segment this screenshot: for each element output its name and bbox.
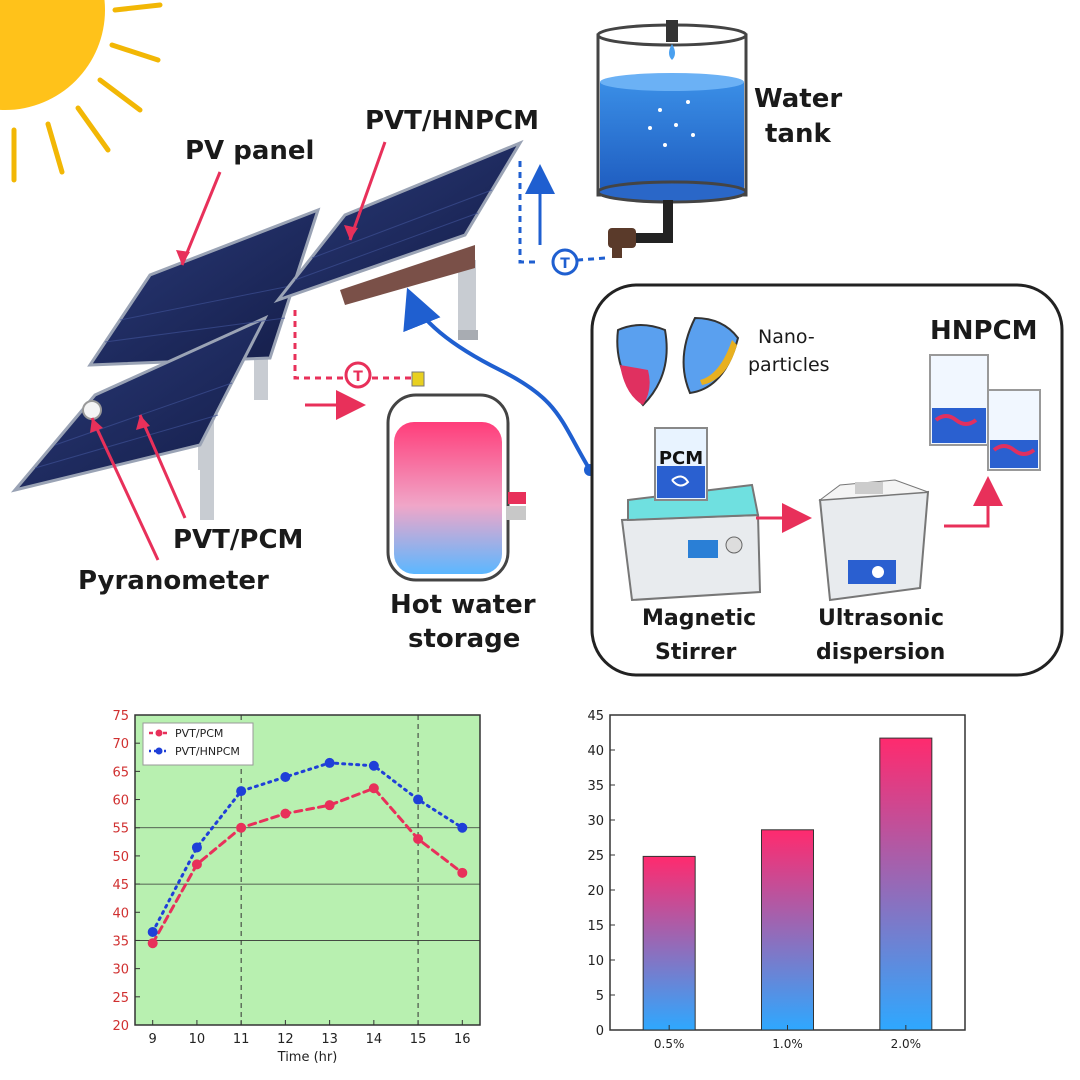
y-tick-label: 75 bbox=[112, 709, 129, 724]
data-point bbox=[324, 800, 335, 811]
data-point bbox=[191, 859, 202, 870]
svg-text:PCM: PCM bbox=[659, 448, 703, 469]
hot-water-line bbox=[293, 310, 345, 380]
x-tick-label: 0.5% bbox=[654, 1037, 685, 1051]
label-pointers bbox=[90, 141, 387, 561]
data-point bbox=[236, 786, 247, 797]
y-tick-label: 35 bbox=[112, 934, 129, 949]
y-tick-label: 55 bbox=[112, 822, 129, 837]
x-axis-label: Time (hr) bbox=[277, 1050, 338, 1065]
y-tick-label: 20 bbox=[112, 1019, 129, 1034]
temperature-line-chart: 20 25 30 35 40 45 50 55 60 65 70 75 9 10 11 12 13 14 15 16 T… bbox=[112, 709, 481, 1065]
label-pvt-hnpcm: PVT/HNPCM bbox=[365, 106, 539, 136]
y-tick-label: 0 bbox=[596, 1024, 604, 1039]
data-point bbox=[191, 842, 202, 853]
y-tick-label: 5 bbox=[596, 989, 604, 1004]
data-point bbox=[368, 783, 379, 794]
label-pyranometer: Pyranometer bbox=[78, 566, 269, 596]
y-tick-label: 20 bbox=[587, 884, 604, 899]
x-tick-label: 16 bbox=[454, 1032, 471, 1047]
legend-box bbox=[142, 722, 254, 766]
sun-icon bbox=[11, 2, 163, 183]
data-point bbox=[413, 794, 424, 805]
label-hot-water-line2: storage bbox=[408, 624, 521, 654]
y-tick-label: 60 bbox=[112, 794, 129, 809]
y-tick-label: 30 bbox=[587, 814, 604, 829]
y-tick-label: 40 bbox=[112, 906, 129, 921]
label-ultrasonic-line1: Ultrasonic bbox=[818, 606, 945, 631]
pyranometer-device bbox=[82, 400, 102, 420]
bar bbox=[642, 855, 696, 1031]
bar bbox=[761, 829, 814, 1031]
water-tank bbox=[596, 20, 748, 258]
panel-grid-lines bbox=[34, 284, 296, 469]
sun bbox=[0, 0, 105, 110]
y-tick-label: 65 bbox=[112, 765, 129, 780]
thermocouple-cold bbox=[551, 248, 579, 276]
y-tick-label: 10 bbox=[587, 954, 604, 969]
data-point bbox=[147, 927, 158, 937]
y-tick-label: 45 bbox=[587, 709, 604, 724]
x-tick-label: 2.0% bbox=[891, 1037, 922, 1051]
data-point bbox=[280, 808, 291, 819]
y-tick-label: 50 bbox=[112, 850, 129, 865]
pvt-pcm-panel bbox=[10, 314, 269, 493]
label-pvt-pcm: PVT/PCM bbox=[173, 525, 304, 555]
y-tick-label: 15 bbox=[587, 919, 604, 934]
label-pv-panel: PV panel bbox=[185, 136, 315, 166]
data-point bbox=[457, 867, 468, 878]
legend-marker bbox=[155, 747, 163, 755]
series-line-1 bbox=[151, 761, 464, 934]
x-tick-label: 14 bbox=[366, 1032, 383, 1047]
label-magnetic-stirrer-line2: Stirrer bbox=[655, 640, 737, 665]
thermocouple-hot bbox=[344, 361, 372, 389]
thermal-conductivity-bar-chart: 0 5 10 15 20 25 30 35 40 45 0.5% 1.0% 2.0% bbox=[587, 709, 966, 1051]
y-tick-label: 35 bbox=[587, 779, 604, 794]
data-point bbox=[324, 757, 335, 768]
svg-text:T: T bbox=[353, 369, 363, 385]
bar bbox=[879, 737, 933, 1031]
label-hnpcm: HNPCM bbox=[930, 316, 1038, 346]
x-tick-label: 12 bbox=[277, 1032, 294, 1047]
nanoparticle-vials bbox=[616, 316, 740, 407]
legend-marker bbox=[155, 729, 163, 737]
svg-text:T: T bbox=[560, 256, 570, 272]
label-hot-water-line1: Hot water bbox=[390, 590, 536, 620]
label-magnetic-stirrer-line1: Magnetic bbox=[642, 606, 757, 631]
data-point bbox=[413, 834, 424, 844]
x-tick-label: 11 bbox=[233, 1032, 250, 1047]
y-tick-label: 40 bbox=[587, 744, 604, 759]
x-tick-label: 10 bbox=[189, 1032, 206, 1047]
y-tick-label: 70 bbox=[112, 737, 129, 752]
hnpcm-supply-curve bbox=[403, 287, 592, 472]
label-ultrasonic-line2: dispersion bbox=[816, 640, 946, 665]
x-tick-label: 9 bbox=[149, 1032, 157, 1047]
label-water-tank-line1: Water bbox=[754, 84, 843, 114]
data-point bbox=[280, 772, 291, 782]
x-tick-label: 13 bbox=[321, 1032, 338, 1047]
x-tick-label: 15 bbox=[410, 1032, 427, 1047]
series-line-0 bbox=[151, 786, 464, 945]
data-point bbox=[368, 760, 379, 771]
legend-label: PVT/HNPCM bbox=[175, 745, 240, 758]
x-tick-label: 1.0% bbox=[772, 1037, 803, 1051]
data-point bbox=[236, 822, 247, 833]
y-tick-label: 30 bbox=[112, 963, 129, 978]
magnetic-stirrer: PCM bbox=[620, 427, 762, 602]
label-nanoparticles-line2: particles bbox=[748, 354, 830, 376]
pvt-hnpcm-panel bbox=[273, 139, 524, 304]
system-diagram: T T PCM bbox=[0, 0, 1064, 677]
legend-label: PVT/PCM bbox=[175, 727, 223, 740]
ultrasonic-bath bbox=[818, 479, 930, 602]
y-tick-label: 45 bbox=[112, 878, 129, 893]
data-point bbox=[147, 938, 158, 949]
data-point bbox=[457, 822, 468, 833]
hnpcm-beakers bbox=[929, 354, 1041, 471]
y-tick-label: 25 bbox=[112, 991, 129, 1006]
y-tick-label: 25 bbox=[587, 849, 604, 864]
hot-water-storage-tank bbox=[386, 371, 526, 582]
label-nanoparticles-line1: Nano- bbox=[758, 326, 815, 348]
pv-panel-stand-right bbox=[340, 245, 478, 340]
label-water-tank-line2: tank bbox=[765, 119, 831, 149]
